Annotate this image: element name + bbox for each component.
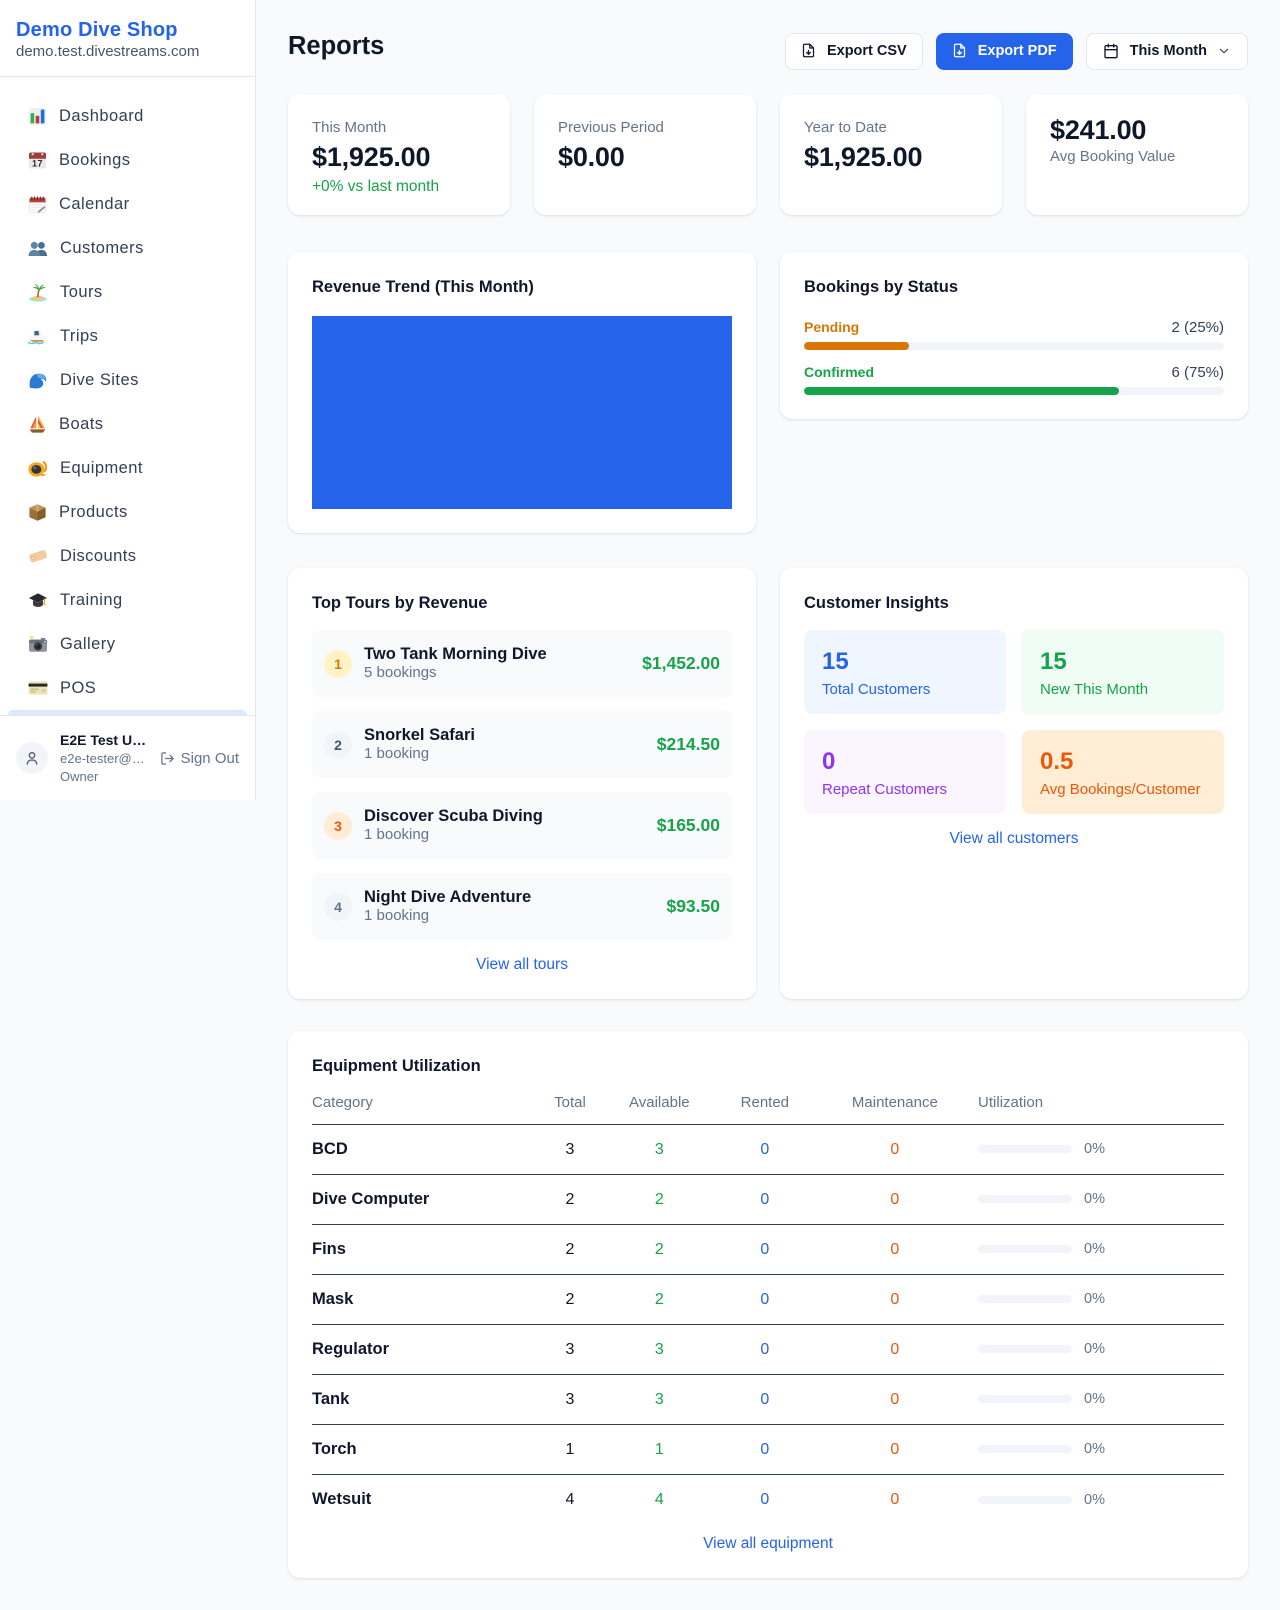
svg-text:17: 17 [32,158,43,168]
